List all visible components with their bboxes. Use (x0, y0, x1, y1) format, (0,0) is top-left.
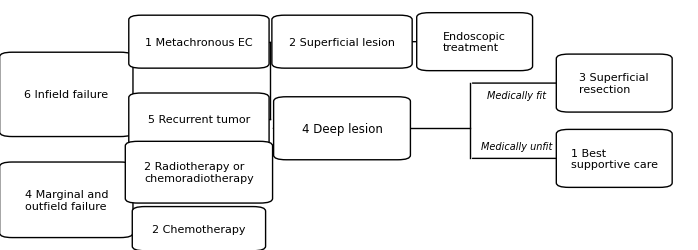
FancyBboxPatch shape (128, 16, 269, 69)
Text: 2 Radiotherapy or
chemoradiotherapy: 2 Radiotherapy or chemoradiotherapy (144, 162, 254, 183)
Text: 2 Chemotherapy: 2 Chemotherapy (152, 224, 246, 234)
Text: 3 Superficial
resection: 3 Superficial resection (579, 73, 649, 94)
Text: Medically fit: Medically fit (487, 90, 546, 101)
Text: Medically unfit: Medically unfit (481, 141, 552, 151)
FancyBboxPatch shape (556, 130, 672, 188)
FancyBboxPatch shape (274, 97, 410, 160)
FancyBboxPatch shape (0, 162, 133, 238)
Text: 6 Infield failure: 6 Infield failure (24, 90, 108, 100)
Text: 4 Deep lesion: 4 Deep lesion (302, 122, 383, 135)
FancyBboxPatch shape (128, 94, 269, 146)
Text: 4 Marginal and
outfield failure: 4 Marginal and outfield failure (24, 189, 108, 211)
Text: 2 Superficial lesion: 2 Superficial lesion (289, 38, 395, 48)
FancyBboxPatch shape (126, 142, 272, 203)
Text: Endoscopic
treatment: Endoscopic treatment (443, 32, 506, 53)
FancyBboxPatch shape (272, 16, 412, 69)
FancyBboxPatch shape (0, 53, 133, 137)
Text: 1 Metachronous EC: 1 Metachronous EC (145, 38, 253, 48)
FancyBboxPatch shape (132, 207, 265, 250)
Text: 5 Recurrent tumor: 5 Recurrent tumor (148, 115, 250, 125)
Text: 1 Best
supportive care: 1 Best supportive care (571, 148, 658, 170)
FancyBboxPatch shape (417, 14, 533, 72)
FancyBboxPatch shape (556, 55, 672, 112)
